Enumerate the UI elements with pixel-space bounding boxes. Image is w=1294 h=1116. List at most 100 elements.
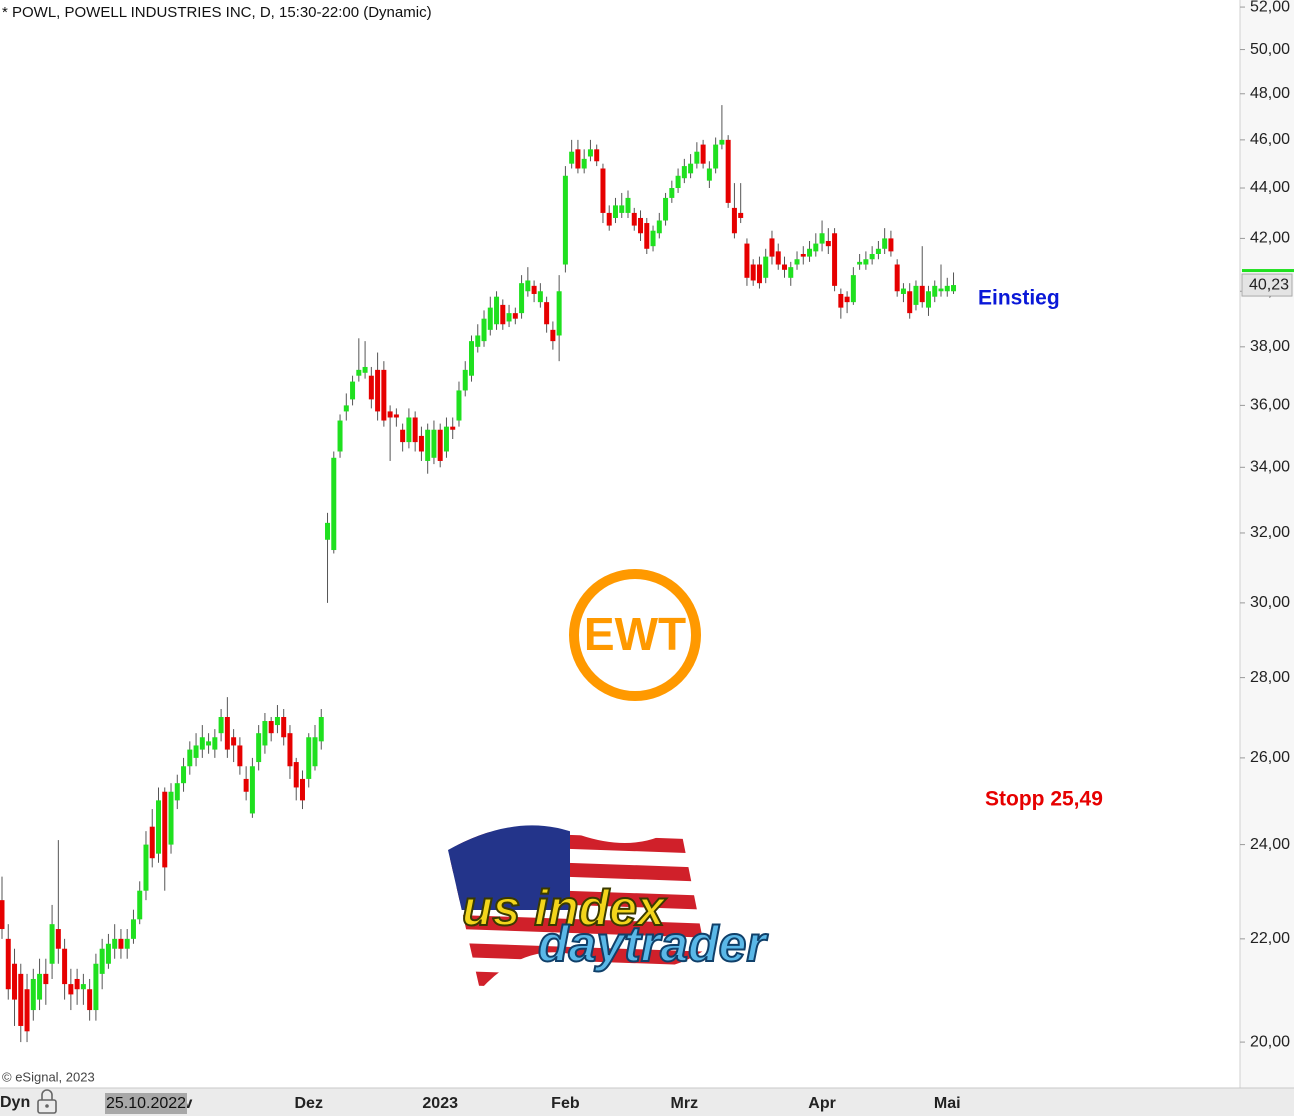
y-tick-label: 32,00: [1250, 524, 1290, 541]
candle-body: [675, 175, 681, 189]
candle-body: [212, 737, 218, 750]
candle-body: [800, 253, 806, 257]
candle-body: [80, 984, 86, 990]
candle-body: [293, 762, 299, 788]
candle-body: [656, 220, 662, 234]
candle-body: [706, 168, 712, 181]
candle-body: [838, 293, 844, 308]
candle-body: [669, 188, 675, 198]
candle-body: [331, 457, 337, 551]
candle-body: [231, 737, 237, 746]
candle-body: [807, 248, 813, 257]
candle-body: [406, 417, 412, 443]
candle-body: [24, 989, 30, 1032]
candle-body: [857, 261, 863, 265]
candle-body: [769, 238, 775, 257]
candle-body: [412, 417, 418, 443]
y-tick-label: 20,00: [1250, 1033, 1290, 1050]
candle-body: [494, 296, 500, 325]
candle-body: [400, 429, 406, 443]
candle-body: [337, 420, 343, 452]
candle-body: [393, 414, 399, 418]
candle-body: [356, 369, 362, 376]
candle-body: [888, 238, 894, 252]
y-tick-label: 36,00: [1250, 397, 1290, 414]
candle-body: [612, 205, 618, 218]
candle-body: [193, 745, 199, 758]
candle-body: [481, 318, 487, 342]
candle-body: [368, 375, 374, 400]
candle-body: [287, 733, 293, 767]
candle-body: [312, 737, 318, 767]
candle-body: [625, 197, 631, 213]
candle-body: [756, 264, 762, 284]
x-tick-label: Mrz: [671, 1095, 699, 1112]
y-tick-label: 28,00: [1250, 669, 1290, 686]
candle-body: [112, 938, 118, 949]
candle-body: [243, 778, 249, 792]
candles: [0, 105, 957, 1043]
candle-body: [443, 426, 449, 452]
candle-body: [381, 369, 387, 421]
candle-body: [775, 251, 781, 265]
cursor-date-box: [105, 1093, 187, 1114]
candle-body: [62, 948, 68, 985]
candle-body: [262, 721, 268, 746]
candle-body: [844, 296, 850, 303]
candle-body: [425, 429, 431, 461]
candle-body: [268, 721, 274, 734]
last-price-label: 40,23: [1249, 276, 1289, 293]
candle-body: [30, 978, 36, 1011]
candle-body: [343, 405, 349, 412]
candle-body: [581, 158, 587, 169]
last-price-box: [1241, 273, 1293, 297]
candle-body: [631, 212, 637, 226]
ewt-logo: EWT: [569, 569, 701, 701]
candle-body: [55, 929, 61, 949]
candle-body: [638, 217, 644, 234]
y-tick-label: 44,00: [1250, 179, 1290, 196]
x-tick-label: Apr: [808, 1095, 836, 1112]
candle-body: [681, 166, 687, 179]
x-tick-label: 2023: [422, 1095, 458, 1112]
candle-body: [919, 285, 925, 303]
y-tick-label: 34,00: [1250, 459, 1290, 476]
lock-icon: [37, 1089, 57, 1114]
x-tick-label: Dez: [295, 1095, 323, 1112]
logo-text: us index: [462, 880, 667, 936]
candle-body: [181, 766, 187, 784]
candle-body: [894, 264, 900, 292]
candle-body: [325, 522, 331, 540]
candle-body: [925, 291, 931, 308]
candle-body: [156, 800, 161, 854]
candle-body: [462, 369, 468, 391]
y-tick-label: 50,00: [1250, 41, 1290, 58]
candle-body: [87, 989, 93, 1011]
candle-body: [500, 304, 506, 325]
candle-body: [850, 275, 856, 303]
candle-body: [525, 280, 531, 292]
candle-body: [350, 381, 356, 400]
candle-body: [644, 223, 650, 249]
candle-body: [375, 369, 381, 412]
candle-body: [794, 259, 800, 265]
candle-body: [750, 264, 756, 281]
candle-body: [819, 233, 825, 244]
candle-body: [168, 791, 174, 845]
y-tick-label: 38,00: [1250, 338, 1290, 355]
candle-body: [650, 230, 656, 247]
candle-body: [124, 938, 130, 949]
candle-body: [362, 366, 368, 373]
candle-body: [869, 253, 875, 260]
y-tick-label: 26,00: [1250, 749, 1290, 766]
y-axis-panel: [1240, 0, 1294, 1088]
last-price-line: [1242, 269, 1294, 273]
candle-body: [863, 259, 869, 265]
candle-body: [274, 717, 280, 726]
candle-body: [105, 943, 111, 964]
candle-body: [606, 212, 612, 226]
y-tick-label: 42,00: [1250, 230, 1290, 247]
candle-body: [281, 717, 287, 738]
